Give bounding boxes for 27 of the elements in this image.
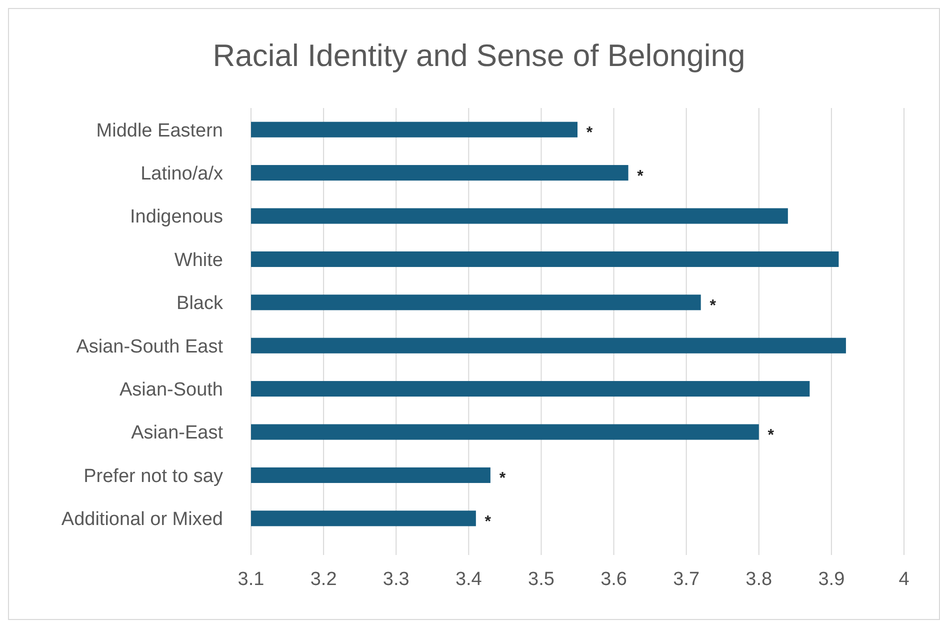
y-tick-label: White [174, 250, 223, 271]
x-tick-label: 3.4 [455, 569, 482, 590]
x-tick-label: 3.3 [382, 569, 410, 590]
y-tick-label: Middle Eastern [96, 120, 223, 142]
x-tick-label: 3.1 [238, 569, 264, 590]
y-tick-label: Asian-South [119, 379, 223, 400]
x-tick-label: 3.2 [310, 569, 337, 590]
x-tick-label: 3.5 [528, 569, 554, 590]
x-tick-label: 3.8 [746, 569, 772, 590]
x-tick-label: 4 [898, 569, 910, 590]
annotation: * [484, 513, 492, 530]
y-tick-label: Latino/a/x [140, 163, 224, 184]
annotation: * [637, 168, 644, 185]
x-tick-label: 3.9 [818, 569, 845, 590]
annotation: * [499, 470, 506, 488]
y-tick-label: Asian-East [131, 422, 224, 444]
x-tick-label: 3.7 [673, 569, 700, 590]
y-tick-label: Black [176, 293, 224, 314]
annotation: * [586, 124, 594, 142]
y-tick-label: Additional or Mixed [61, 509, 223, 530]
y-tick-label: Prefer not to say [84, 466, 224, 487]
annotation: * [710, 297, 717, 314]
chart-title: Racial Identity and Sense of Belonging [212, 38, 746, 73]
y-tick-label: Asian-South East [76, 336, 224, 358]
x-tick-label: 3.6 [600, 569, 627, 590]
annotation: * [768, 427, 775, 444]
y-tick-label: Indigenous [130, 206, 223, 228]
